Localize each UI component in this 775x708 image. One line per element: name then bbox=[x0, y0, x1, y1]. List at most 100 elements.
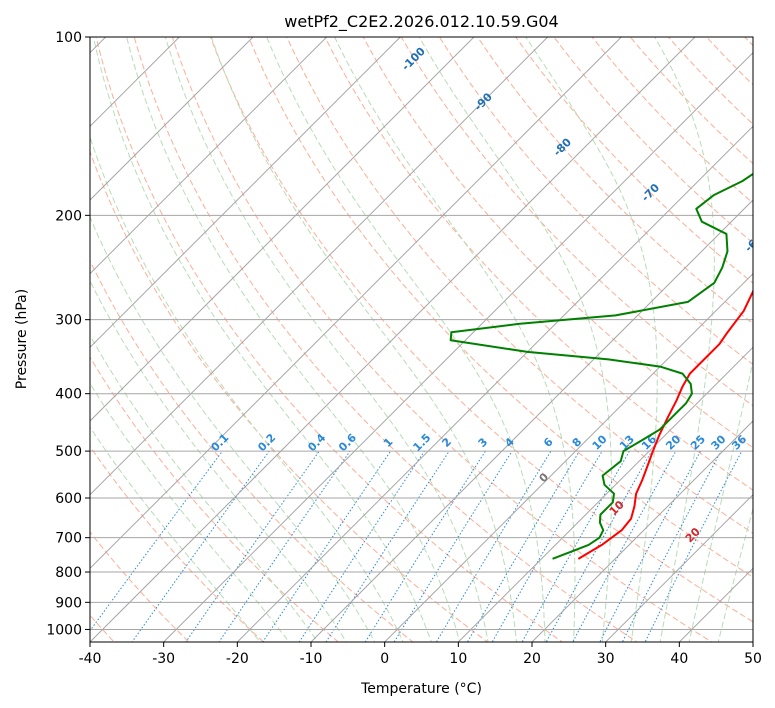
isotherm-line bbox=[90, 37, 696, 642]
dry-adiabat-line bbox=[133, 37, 638, 642]
x-axis-label: Temperature (°C) bbox=[360, 681, 482, 697]
x-tick-label: -20 bbox=[226, 651, 249, 667]
x-tick-label: -30 bbox=[152, 651, 175, 667]
y-tick-label: 600 bbox=[55, 491, 82, 507]
y-tick-label: 200 bbox=[55, 208, 82, 224]
y-axis-label: Pressure (hPa) bbox=[14, 289, 30, 389]
dewpoint-profile-line bbox=[449, 172, 753, 560]
moist-adiabat-line bbox=[90, 426, 261, 642]
dry-adiabat-line bbox=[95, 37, 564, 642]
moist-adiabat-line bbox=[90, 279, 347, 642]
dry-adiabat-label: -100 bbox=[399, 44, 428, 73]
x-tick-label: 50 bbox=[744, 651, 762, 667]
moist-adiabat-line bbox=[90, 135, 404, 642]
isotherm-line bbox=[384, 272, 753, 642]
dry-adiabat-line bbox=[438, 37, 753, 366]
moist-adiabat-line bbox=[418, 37, 613, 642]
moist-adiabat-line bbox=[688, 358, 753, 642]
y-tick-label: 400 bbox=[55, 387, 82, 403]
axis-ticks: -40 -30 -20 -10 0 10 20 30 40 5010009008007006005… bbox=[46, 30, 762, 667]
dry-adiabat-line bbox=[667, 37, 753, 125]
isotherm-line bbox=[90, 37, 328, 275]
mixing-ratio-line bbox=[466, 450, 580, 642]
mixing-ratio-label: 25 bbox=[688, 433, 708, 453]
dry-adiabat-line bbox=[90, 356, 339, 642]
dry-adiabat-line bbox=[171, 37, 713, 642]
y-tick-label: 500 bbox=[55, 444, 82, 460]
dry-adiabat-line bbox=[744, 37, 753, 47]
mixing-ratio-label: 6 bbox=[541, 435, 556, 450]
mixing-ratio-label: 10 bbox=[590, 432, 610, 452]
mixing-ratio-line bbox=[298, 450, 425, 642]
mixing-ratio-label: 36 bbox=[729, 432, 749, 452]
x-tick-label: -40 bbox=[79, 651, 102, 667]
isotherm-line bbox=[90, 37, 549, 496]
temperature-profile-line bbox=[577, 289, 753, 560]
mixing-ratio-line bbox=[545, 450, 653, 642]
dry-adiabat-line bbox=[248, 37, 753, 578]
dry-adiabat-line bbox=[90, 150, 489, 642]
x-tick-label: 20 bbox=[523, 651, 541, 667]
moist-adiabat-line bbox=[90, 334, 319, 642]
isotherm-line bbox=[90, 37, 254, 201]
isotherm-line bbox=[163, 51, 753, 642]
y-tick-label: 1000 bbox=[46, 622, 82, 638]
dry-adiabat-line bbox=[209, 37, 753, 623]
mixing-ratio-line bbox=[621, 450, 722, 642]
profile-series bbox=[449, 172, 753, 560]
x-tick-label: 30 bbox=[597, 651, 615, 667]
plot-frame bbox=[89, 36, 754, 643]
moist-adiabat-label: 30 bbox=[755, 556, 775, 576]
isotherm-line bbox=[457, 346, 753, 642]
moist-adiabat-line bbox=[90, 382, 290, 642]
moist-adiabat-label: 20 bbox=[683, 525, 703, 545]
isotherm-line bbox=[90, 37, 475, 422]
dry-adiabat-line bbox=[591, 37, 753, 204]
mixing-ratio-label: 3 bbox=[476, 435, 491, 450]
mixing-ratio-line bbox=[393, 450, 513, 642]
grid-lines bbox=[90, 37, 753, 642]
dry-adiabat-line bbox=[324, 37, 753, 491]
y-tick-label: 700 bbox=[55, 531, 82, 547]
mixing-ratio-line bbox=[644, 450, 743, 642]
dry-adiabat-line bbox=[90, 445, 265, 642]
chart-title: wetPf2_C2E2.2026.012.10.59.G04 bbox=[284, 12, 558, 32]
isotherm-line bbox=[90, 37, 401, 349]
y-tick-label: 300 bbox=[55, 313, 82, 329]
x-tick-label: 40 bbox=[670, 651, 688, 667]
dry-adiabat-line bbox=[90, 259, 414, 642]
x-tick-label: 10 bbox=[449, 651, 467, 667]
isotherm-line bbox=[310, 199, 753, 642]
moist-adiabat-line bbox=[92, 37, 432, 642]
isotherm-line bbox=[531, 420, 753, 642]
moist-adiabat-line bbox=[210, 37, 517, 642]
mixing-ratio-line bbox=[435, 450, 552, 642]
isotherm-line bbox=[236, 125, 753, 642]
x-tick-label: -10 bbox=[300, 651, 323, 667]
mixing-ratio-line bbox=[185, 450, 320, 642]
isotherm-line bbox=[90, 37, 622, 570]
plot-area: -100-90-80-70-60-50-40-30-20-100.10.20.4… bbox=[90, 24, 775, 654]
x-tick-label: 0 bbox=[380, 651, 389, 667]
isotherm-line bbox=[605, 493, 753, 642]
dry-adiabat-line bbox=[515, 37, 753, 284]
dry-adiabat-label: -60 bbox=[742, 231, 765, 254]
y-tick-label: 100 bbox=[55, 30, 82, 46]
moist-adiabat-line bbox=[126, 37, 461, 642]
y-tick-label: 800 bbox=[55, 565, 82, 581]
mixing-ratio-label: 20 bbox=[663, 432, 683, 452]
dry-adiabat-line bbox=[705, 37, 753, 86]
mixing-ratio-line bbox=[90, 450, 223, 632]
moist-adiabat-line bbox=[164, 37, 489, 642]
dry-adiabat-line bbox=[476, 37, 753, 325]
mixing-ratio-label: 30 bbox=[709, 432, 729, 452]
reference-labels: -100-90-80-70-60-50-40-30-20-100.10.20.4… bbox=[208, 44, 775, 576]
moist-adiabat-label: 10 bbox=[607, 498, 627, 518]
moist-adiabat-line bbox=[717, 506, 753, 642]
dry-adiabat-label: -80 bbox=[551, 135, 574, 158]
y-tick-label: 900 bbox=[55, 595, 82, 611]
isotherm-line bbox=[752, 641, 753, 642]
mixing-ratio-label: 1 bbox=[381, 435, 396, 450]
dry-adiabat-line bbox=[770, 24, 775, 654]
